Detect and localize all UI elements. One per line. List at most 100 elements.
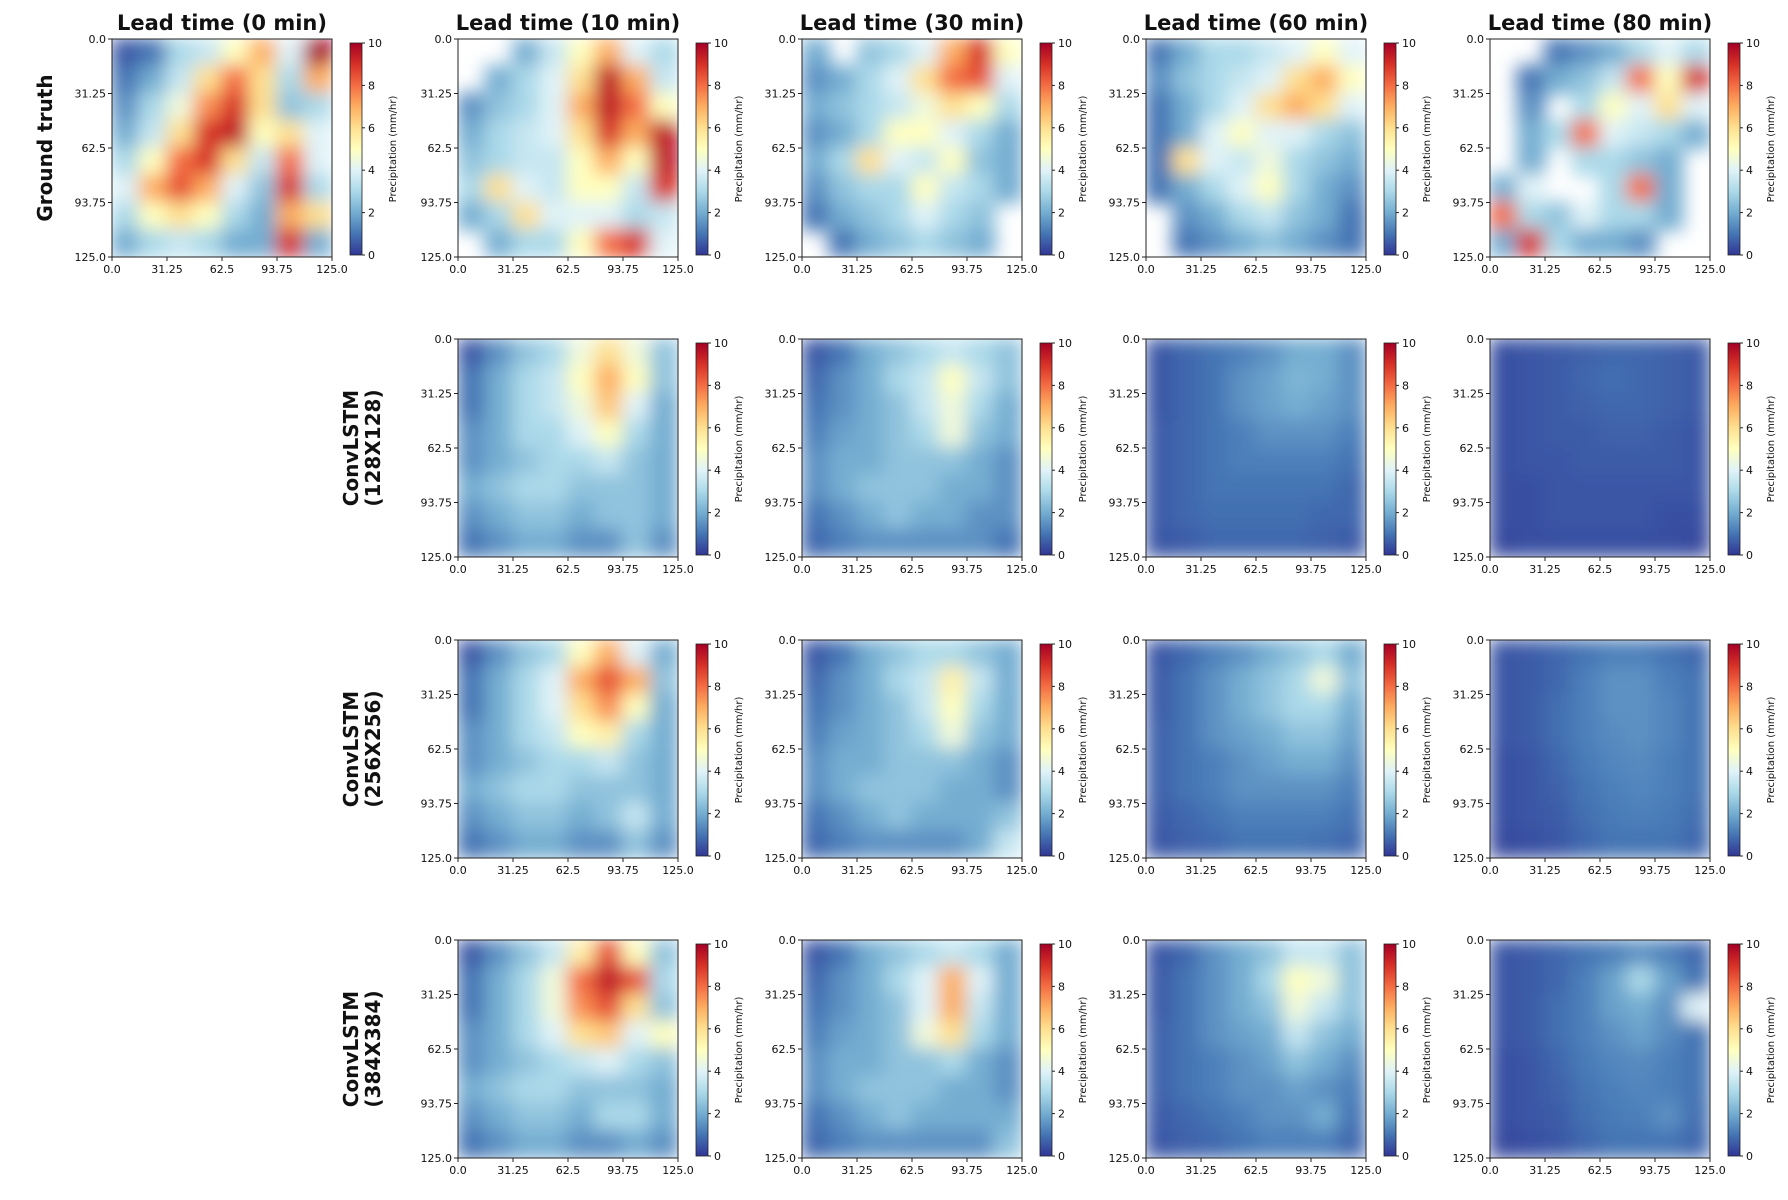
x-tick-label: 62.5 — [556, 1164, 581, 1177]
heatmap-cell — [938, 65, 968, 95]
heatmap-panel: 0.0 0.0 31.25 31.25 62.5 62.5 93.75 93.75 125.0 1… — [765, 33, 1090, 276]
heatmap-cell — [484, 829, 514, 858]
heatmap-cell — [1571, 201, 1601, 231]
heatmap-cell — [1255, 640, 1285, 669]
heatmap-cell — [649, 1129, 678, 1158]
heatmap-cell — [802, 829, 831, 858]
heatmap-cell — [1146, 940, 1175, 969]
heatmap-cell — [649, 147, 678, 177]
heatmap-cell — [1599, 802, 1629, 832]
heatmap-cell — [993, 1075, 1022, 1105]
heatmap-cell — [458, 693, 487, 723]
heatmap-cell — [649, 447, 678, 477]
y-tick-label: 93.75 — [1453, 1098, 1485, 1111]
heatmap-cell — [938, 1129, 968, 1158]
heatmap-cell — [1146, 447, 1175, 477]
heatmap-cell — [828, 802, 858, 832]
heatmap-cell — [166, 65, 196, 95]
colorbar-tick-label: 6 — [1746, 422, 1753, 435]
heatmap-cell — [911, 693, 941, 723]
heatmap-cell — [276, 147, 306, 177]
heatmap-cell — [649, 993, 678, 1023]
heatmap-cell — [484, 119, 514, 149]
heatmap-cell — [1544, 966, 1574, 996]
heatmap-cell — [1337, 419, 1366, 449]
heatmap-cell — [1200, 829, 1230, 858]
heatmap-cell — [539, 693, 569, 723]
heatmap-cell — [911, 174, 941, 204]
heatmap-cell — [458, 201, 487, 231]
heatmap-cell — [1227, 392, 1257, 422]
heatmap-cell — [938, 666, 968, 696]
heatmap-cell — [1654, 1075, 1684, 1105]
heatmap-cell — [649, 119, 678, 149]
heatmap-cell — [1654, 640, 1684, 669]
colorbar-tick-label: 0 — [1058, 850, 1065, 863]
colorbar-label: Precipitation (mm/hr) — [1766, 96, 1777, 203]
heatmap-cell — [993, 339, 1022, 368]
heatmap-cell — [1571, 966, 1601, 996]
heatmap-cell — [512, 474, 542, 504]
heatmap-cell — [1490, 966, 1519, 996]
heatmap-cell — [828, 392, 858, 422]
heatmap-cell — [512, 940, 542, 969]
heatmap-cell — [856, 201, 886, 231]
y-tick-label: 125.0 — [1109, 852, 1141, 865]
heatmap-cell — [1681, 693, 1710, 723]
heatmap-cell — [458, 666, 487, 696]
heatmap-cell — [567, 693, 597, 723]
y-tick-label: 62.5 — [428, 743, 453, 756]
heatmap-cell — [1172, 474, 1202, 504]
row-label-line: (128X128) — [361, 389, 385, 506]
heatmap-cell — [1516, 829, 1546, 858]
heatmap-cell — [1255, 339, 1285, 368]
heatmap-cell — [911, 419, 941, 449]
heatmap-cell — [966, 966, 996, 996]
heatmap-cell — [993, 65, 1022, 95]
heatmap-cell — [1654, 802, 1684, 832]
x-tick-label: 0.0 — [793, 563, 811, 576]
colorbar — [695, 643, 709, 857]
heatmap-cell — [1681, 993, 1710, 1023]
heatmap-cell — [622, 940, 652, 969]
heatmap-cell — [567, 501, 597, 531]
heatmap-cell — [1490, 201, 1519, 231]
heatmap-cell — [1544, 802, 1574, 832]
heatmap-cell — [1681, 392, 1710, 422]
heatmap-cell — [802, 993, 831, 1023]
heatmap-cell — [938, 1075, 968, 1105]
heatmap-cell — [1681, 829, 1710, 858]
heatmap-cell — [911, 775, 941, 805]
x-tick-label: 0.0 — [449, 1164, 467, 1177]
colorbar-tick-label: 2 — [1058, 808, 1065, 821]
heatmap-cell — [1282, 1075, 1312, 1105]
heatmap-cell — [1490, 666, 1519, 696]
heatmap-cell — [567, 447, 597, 477]
heatmap-cell — [1282, 92, 1312, 122]
heatmap-cell — [883, 775, 913, 805]
y-tick-label: 0.0 — [1123, 333, 1141, 346]
heatmap-cell — [993, 640, 1022, 669]
heatmap-cell — [1599, 392, 1629, 422]
heatmap-cell — [458, 829, 487, 858]
x-tick-label: 125.0 — [1694, 563, 1726, 576]
heatmap-cell — [883, 339, 913, 368]
heatmap-cell — [828, 474, 858, 504]
heatmap-cell — [1337, 1102, 1366, 1132]
heatmap-cell — [649, 392, 678, 422]
heatmap-cell — [458, 993, 487, 1023]
colorbar-tick-label: 2 — [1746, 808, 1753, 821]
heatmap-cell — [1255, 474, 1285, 504]
colorbar-tick-label: 8 — [1746, 79, 1753, 92]
heatmap-cell — [1172, 940, 1202, 969]
heatmap-cell — [248, 65, 278, 95]
heatmap-cell — [1626, 966, 1656, 996]
x-tick-label: 0.0 — [1481, 864, 1499, 877]
heatmap-cell — [1255, 966, 1285, 996]
heatmap-cell — [1227, 501, 1257, 531]
y-tick-label: 31.25 — [1109, 88, 1141, 101]
heatmap-cell — [1310, 993, 1340, 1023]
heatmap-cell — [1544, 693, 1574, 723]
heatmap-cell — [1654, 419, 1684, 449]
heatmap-cell — [1255, 147, 1285, 177]
